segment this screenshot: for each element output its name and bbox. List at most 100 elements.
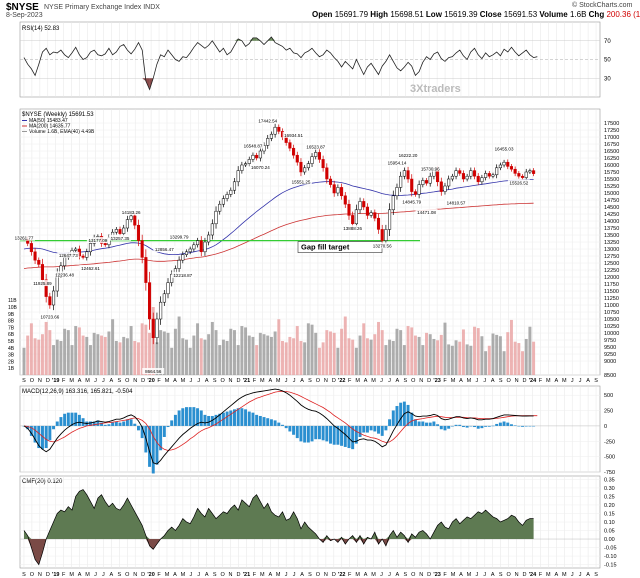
price-candle xyxy=(292,147,296,156)
volume-bar xyxy=(192,335,196,375)
x-tick-label: A xyxy=(459,378,463,384)
open-value: 15691.79 xyxy=(334,10,369,19)
price-candle xyxy=(325,167,329,180)
macd-histogram-bar xyxy=(103,424,107,426)
volume-bar xyxy=(66,330,70,375)
macd-histogram-bar xyxy=(358,425,362,437)
stockcharts-brand: © StockCharts.com xyxy=(572,2,633,9)
x-tick-label: N xyxy=(229,378,233,384)
price-candle xyxy=(88,243,93,253)
macd-histogram-bar xyxy=(506,422,510,426)
price-annotation: 14845.79 xyxy=(402,199,421,204)
price-y-tick: 11000 xyxy=(604,303,619,309)
volume-bar xyxy=(221,339,225,375)
cmf-y-tick: 0.10 xyxy=(604,520,615,526)
x-tick-label: O xyxy=(30,378,35,384)
macd-histogram-bar xyxy=(484,425,488,427)
price-candle xyxy=(336,187,340,194)
cmf-y-tick: 0.15 xyxy=(604,511,615,517)
price-candle xyxy=(340,187,344,197)
x-tick-label: J xyxy=(483,572,486,578)
x-tick-label: J xyxy=(293,378,296,384)
macd-histogram-bar xyxy=(413,419,417,426)
price-label-bg xyxy=(171,271,194,278)
x-tick-label: N xyxy=(324,572,328,578)
price-candle xyxy=(232,181,237,191)
macd-histogram-bar xyxy=(81,418,85,426)
macd-y-tick: 0 xyxy=(604,424,607,430)
volume-bar xyxy=(461,329,465,375)
price-candle xyxy=(376,217,381,230)
price-candle xyxy=(421,180,425,185)
price-candle xyxy=(506,161,510,167)
macd-y-tick: -500 xyxy=(604,455,615,461)
cmf-positive-area xyxy=(24,489,534,540)
x-tick-label: J xyxy=(94,572,97,578)
price-candle xyxy=(391,195,395,211)
volume-bar xyxy=(524,338,528,375)
volume-bar xyxy=(229,328,233,375)
price-y-tick: 13500 xyxy=(604,233,619,239)
x-tick-label: M xyxy=(85,378,90,384)
volume-y-tick: 11B xyxy=(8,298,17,304)
volume-bar xyxy=(509,319,513,375)
price-annotation: 8664.56 xyxy=(145,369,162,374)
macd-histogram-bar xyxy=(513,425,517,426)
price-annotation: 12218.87 xyxy=(173,273,192,278)
volume-bar xyxy=(159,330,163,375)
volume-y-tick: 2B xyxy=(8,359,15,365)
volume-bar xyxy=(351,339,355,375)
price-candle xyxy=(328,178,333,185)
price-y-tick: 15750 xyxy=(604,170,619,176)
macd-histogram-bar xyxy=(140,425,144,439)
price-candle xyxy=(63,257,67,267)
x-tick-label: A xyxy=(205,378,209,384)
rsi-y-tick: 30 xyxy=(604,76,611,82)
price-candle xyxy=(528,170,532,173)
price-candle xyxy=(321,159,325,169)
macd-histogram-bar xyxy=(295,425,299,439)
price-y-tick: 16000 xyxy=(604,163,619,169)
macd-histogram-bar xyxy=(369,425,373,431)
volume-bar xyxy=(273,331,277,375)
x-tick-label: A xyxy=(491,378,495,384)
price-annotation: 13299.79 xyxy=(170,235,189,240)
price-candle xyxy=(369,212,373,216)
x-tick-label: N xyxy=(515,378,519,384)
volume-bar xyxy=(447,344,451,375)
volume-bar xyxy=(369,339,373,375)
x-tick-label: F xyxy=(157,378,161,384)
volume-bar xyxy=(114,341,118,375)
x-tick-label: D xyxy=(427,572,431,578)
volume-bar xyxy=(303,342,307,375)
price-label-bg xyxy=(400,198,423,205)
macd-histogram-bar xyxy=(476,425,480,429)
macd-histogram-bar xyxy=(196,408,200,426)
price-candle xyxy=(229,189,233,195)
price-candle xyxy=(502,161,506,166)
macd-y-tick: -750 xyxy=(604,470,615,476)
volume-bar xyxy=(244,327,248,375)
price-label-bg xyxy=(371,242,394,249)
macd-histogram-bar xyxy=(288,425,292,432)
rsi-label: RSI(14) 52.83 xyxy=(22,26,60,32)
x-tick-label: S xyxy=(117,572,121,578)
macd-histogram-bar xyxy=(306,425,310,443)
macd-histogram-bar xyxy=(155,425,159,465)
price-candle xyxy=(362,201,366,208)
volume-bar xyxy=(181,338,185,375)
price-annotation: 16548.87 xyxy=(244,144,263,149)
volume-bar xyxy=(29,323,33,375)
cmf-y-tick: 0.05 xyxy=(604,529,615,535)
price-annotation: 12236.48 xyxy=(55,272,74,277)
price-annotation: 13270.56 xyxy=(373,243,392,248)
price-annotation: 12856.47 xyxy=(155,247,174,252)
volume-bar xyxy=(262,334,266,375)
price-candle xyxy=(273,126,277,135)
macd-histogram-bar xyxy=(314,425,318,440)
price-candle xyxy=(413,191,417,195)
volume-bar xyxy=(321,342,325,375)
price-label-bg xyxy=(153,246,176,253)
x-tick-label: J xyxy=(293,572,296,578)
price-y-tick: 15500 xyxy=(604,177,619,183)
